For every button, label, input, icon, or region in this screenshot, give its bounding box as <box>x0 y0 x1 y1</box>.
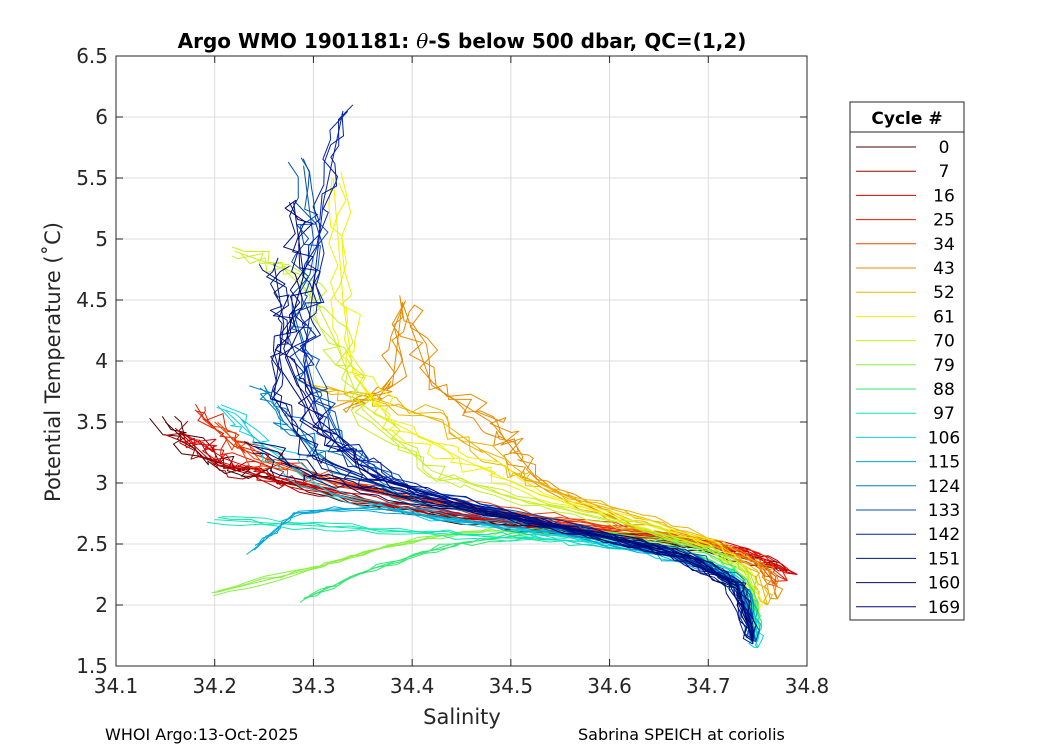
legend-label: 151 <box>928 549 960 569</box>
legend-item: 169 <box>856 598 960 618</box>
series-line-61 <box>328 177 758 612</box>
series-line-115 <box>246 509 757 642</box>
series-line-88 <box>304 530 763 636</box>
legend-item: 106 <box>856 428 960 448</box>
y-tick-label: 4.5 <box>76 288 108 312</box>
y-tick-label: 5.5 <box>76 166 108 190</box>
legend-item: 0 <box>856 138 949 158</box>
series-line-169 <box>284 201 757 636</box>
legend-item: 7 <box>856 162 949 182</box>
series-lines <box>149 104 798 649</box>
legend-item: 61 <box>856 307 955 327</box>
series-line-43 <box>342 301 778 600</box>
legend-label: 70 <box>933 332 955 352</box>
y-axis-label: Potential Temperature (˚C) <box>41 222 65 502</box>
series-line-52 <box>313 384 768 606</box>
legend-label: 133 <box>928 501 960 521</box>
x-tick-label: 34.6 <box>587 674 632 698</box>
legend-box <box>849 101 965 621</box>
y-tick-label: 3.5 <box>76 410 108 434</box>
legend-label: 52 <box>933 283 955 303</box>
x-tick-label: 34.7 <box>686 674 731 698</box>
series-61 <box>328 171 764 612</box>
series-line-70 <box>239 252 758 618</box>
legend-item: 16 <box>856 186 955 206</box>
legend-item: 43 <box>856 259 955 279</box>
legend-item: 133 <box>856 501 960 521</box>
legend-label: 88 <box>933 380 955 400</box>
footer-credit: Sabrina SPEICH at coriolis <box>578 725 785 744</box>
series-line-61 <box>340 171 764 612</box>
legend-label: 7 <box>939 162 950 182</box>
x-axis-label: Salinity <box>423 705 501 729</box>
legend-label: 61 <box>933 307 955 327</box>
legend-label: 97 <box>933 404 955 424</box>
x-tick-label: 34.4 <box>390 674 435 698</box>
legend-label: 16 <box>933 186 955 206</box>
x-tick-label: 34.5 <box>489 674 534 698</box>
legend-item: 124 <box>856 477 960 497</box>
legend-label: 106 <box>928 428 960 448</box>
legend-item: 97 <box>856 404 955 424</box>
legend-label: 124 <box>928 477 960 497</box>
legend-label: 25 <box>933 211 955 231</box>
y-tick-label: 6.5 <box>76 44 108 68</box>
legend-label: 169 <box>928 598 960 618</box>
x-tick-label: 34.8 <box>785 674 830 698</box>
legend-item: 160 <box>856 574 960 594</box>
y-tick-label: 5 <box>95 227 108 251</box>
legend-label: 43 <box>933 259 955 279</box>
series-line-52 <box>317 385 773 606</box>
legend-item: 79 <box>856 356 955 376</box>
legend-item: 52 <box>856 283 955 303</box>
legend-item: 25 <box>856 211 955 231</box>
legend-label: 79 <box>933 356 955 376</box>
series-line-160 <box>253 441 754 642</box>
y-tick-label: 3 <box>95 471 108 495</box>
legend-label: 34 <box>933 235 955 255</box>
x-tick-label: 34.1 <box>94 674 139 698</box>
axis-ticks: 34.1 34.2 34.3 34.4 34.5 34.6 34.7 34.81.522.53… <box>76 44 829 698</box>
legend-item: 88 <box>856 380 955 400</box>
footer-source-date: WHOI Argo:13-Oct-2025 <box>105 725 299 744</box>
legend-label: 142 <box>928 525 960 545</box>
y-tick-label: 6 <box>95 105 108 129</box>
series-line-160 <box>243 441 754 642</box>
x-tick-label: 34.2 <box>192 674 237 698</box>
legend: Cycle # 0 7 16 25 34 43 52 61 70 79 88 97 106 115 124 1… <box>849 101 965 621</box>
series-line-61 <box>332 177 759 612</box>
y-tick-label: 4 <box>95 349 108 373</box>
legend-item: 115 <box>856 453 960 473</box>
legend-item: 34 <box>856 235 955 255</box>
y-tick-label: 1.5 <box>76 654 108 678</box>
legend-title: Cycle # <box>871 109 942 129</box>
series-line-43 <box>351 304 784 600</box>
legend-label: 160 <box>928 574 960 594</box>
series-line-79 <box>214 528 759 630</box>
series-169 <box>273 199 757 636</box>
legend-label: 115 <box>928 453 960 473</box>
legend-item: 151 <box>856 549 960 569</box>
series-line-169 <box>274 199 754 636</box>
y-tick-label: 2 <box>95 593 108 617</box>
series-line-16 <box>185 434 798 575</box>
legend-item: 142 <box>856 525 960 545</box>
y-tick-label: 2.5 <box>76 532 108 556</box>
chart-title: Argo WMO 1901181: θ-S below 500 dbar, QC… <box>178 29 747 53</box>
legend-item: 70 <box>856 332 955 352</box>
legend-label: 0 <box>939 138 950 158</box>
x-tick-label: 34.3 <box>291 674 336 698</box>
